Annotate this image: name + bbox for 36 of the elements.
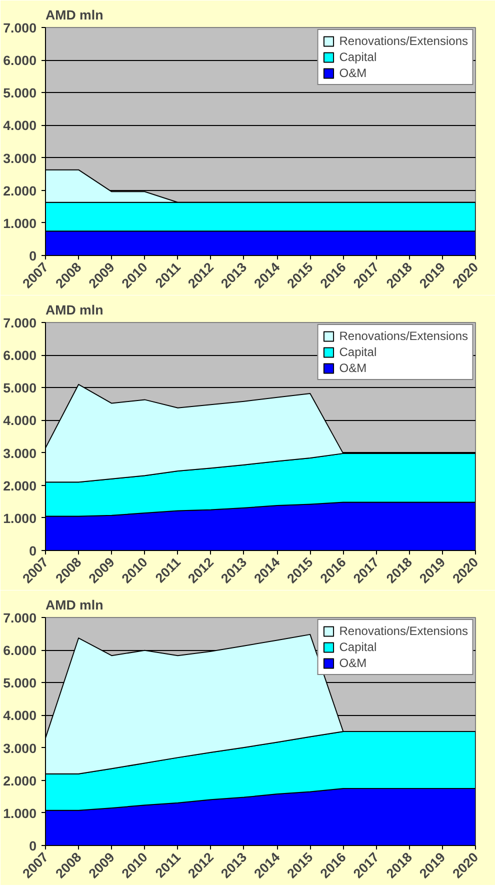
legend-label: O&M xyxy=(339,66,367,80)
y-tick-label: 7.000 xyxy=(3,316,37,330)
y-tick-label: 7.000 xyxy=(3,610,37,626)
y-tick-label: 3.000 xyxy=(3,446,37,461)
y-tick-label: 2.000 xyxy=(3,478,37,494)
y-tick-label: 1.000 xyxy=(3,510,37,526)
y-tick-label: 6.000 xyxy=(3,53,37,68)
y-tick-label: 4.000 xyxy=(3,413,37,428)
legend-label: Capital xyxy=(339,345,377,359)
y-tick-label: 6.000 xyxy=(3,643,37,658)
y-tick-label: 0 xyxy=(29,838,37,854)
y-axis-title: AMD mln xyxy=(46,302,104,318)
y-tick-label: 5.000 xyxy=(3,380,37,396)
y-tick-label: 3.000 xyxy=(3,740,37,756)
legend-label: O&M xyxy=(339,656,367,670)
y-tick-label: 4.000 xyxy=(3,708,37,724)
y-tick-label: 1.000 xyxy=(3,216,37,231)
legend-label: O&M xyxy=(339,361,367,375)
y-tick-label: 1.000 xyxy=(3,806,37,821)
legend-label: Renovations/Extensions xyxy=(339,624,468,638)
y-tick-label: 0 xyxy=(29,544,37,558)
legend-label: Capital xyxy=(339,640,377,654)
y-tick-label: 6.000 xyxy=(3,348,37,364)
legend-label: Capital xyxy=(339,50,377,64)
y-tick-label: 7.000 xyxy=(3,20,37,36)
y-tick-label: 0 xyxy=(29,248,37,264)
y-axis-title: AMD mln xyxy=(46,598,104,612)
y-tick-label: 2.000 xyxy=(3,183,37,198)
y-tick-label: 2.000 xyxy=(3,773,37,788)
y-tick-label: 4.000 xyxy=(3,118,37,134)
legend-label: Renovations/Extensions xyxy=(339,34,468,48)
y-tick-label: 5.000 xyxy=(3,86,37,101)
y-tick-label: 3.000 xyxy=(3,150,37,166)
legend-label: Renovations/Extensions xyxy=(339,329,468,343)
y-axis-title: AMD mln xyxy=(46,8,104,22)
y-tick-label: 5.000 xyxy=(3,676,37,691)
